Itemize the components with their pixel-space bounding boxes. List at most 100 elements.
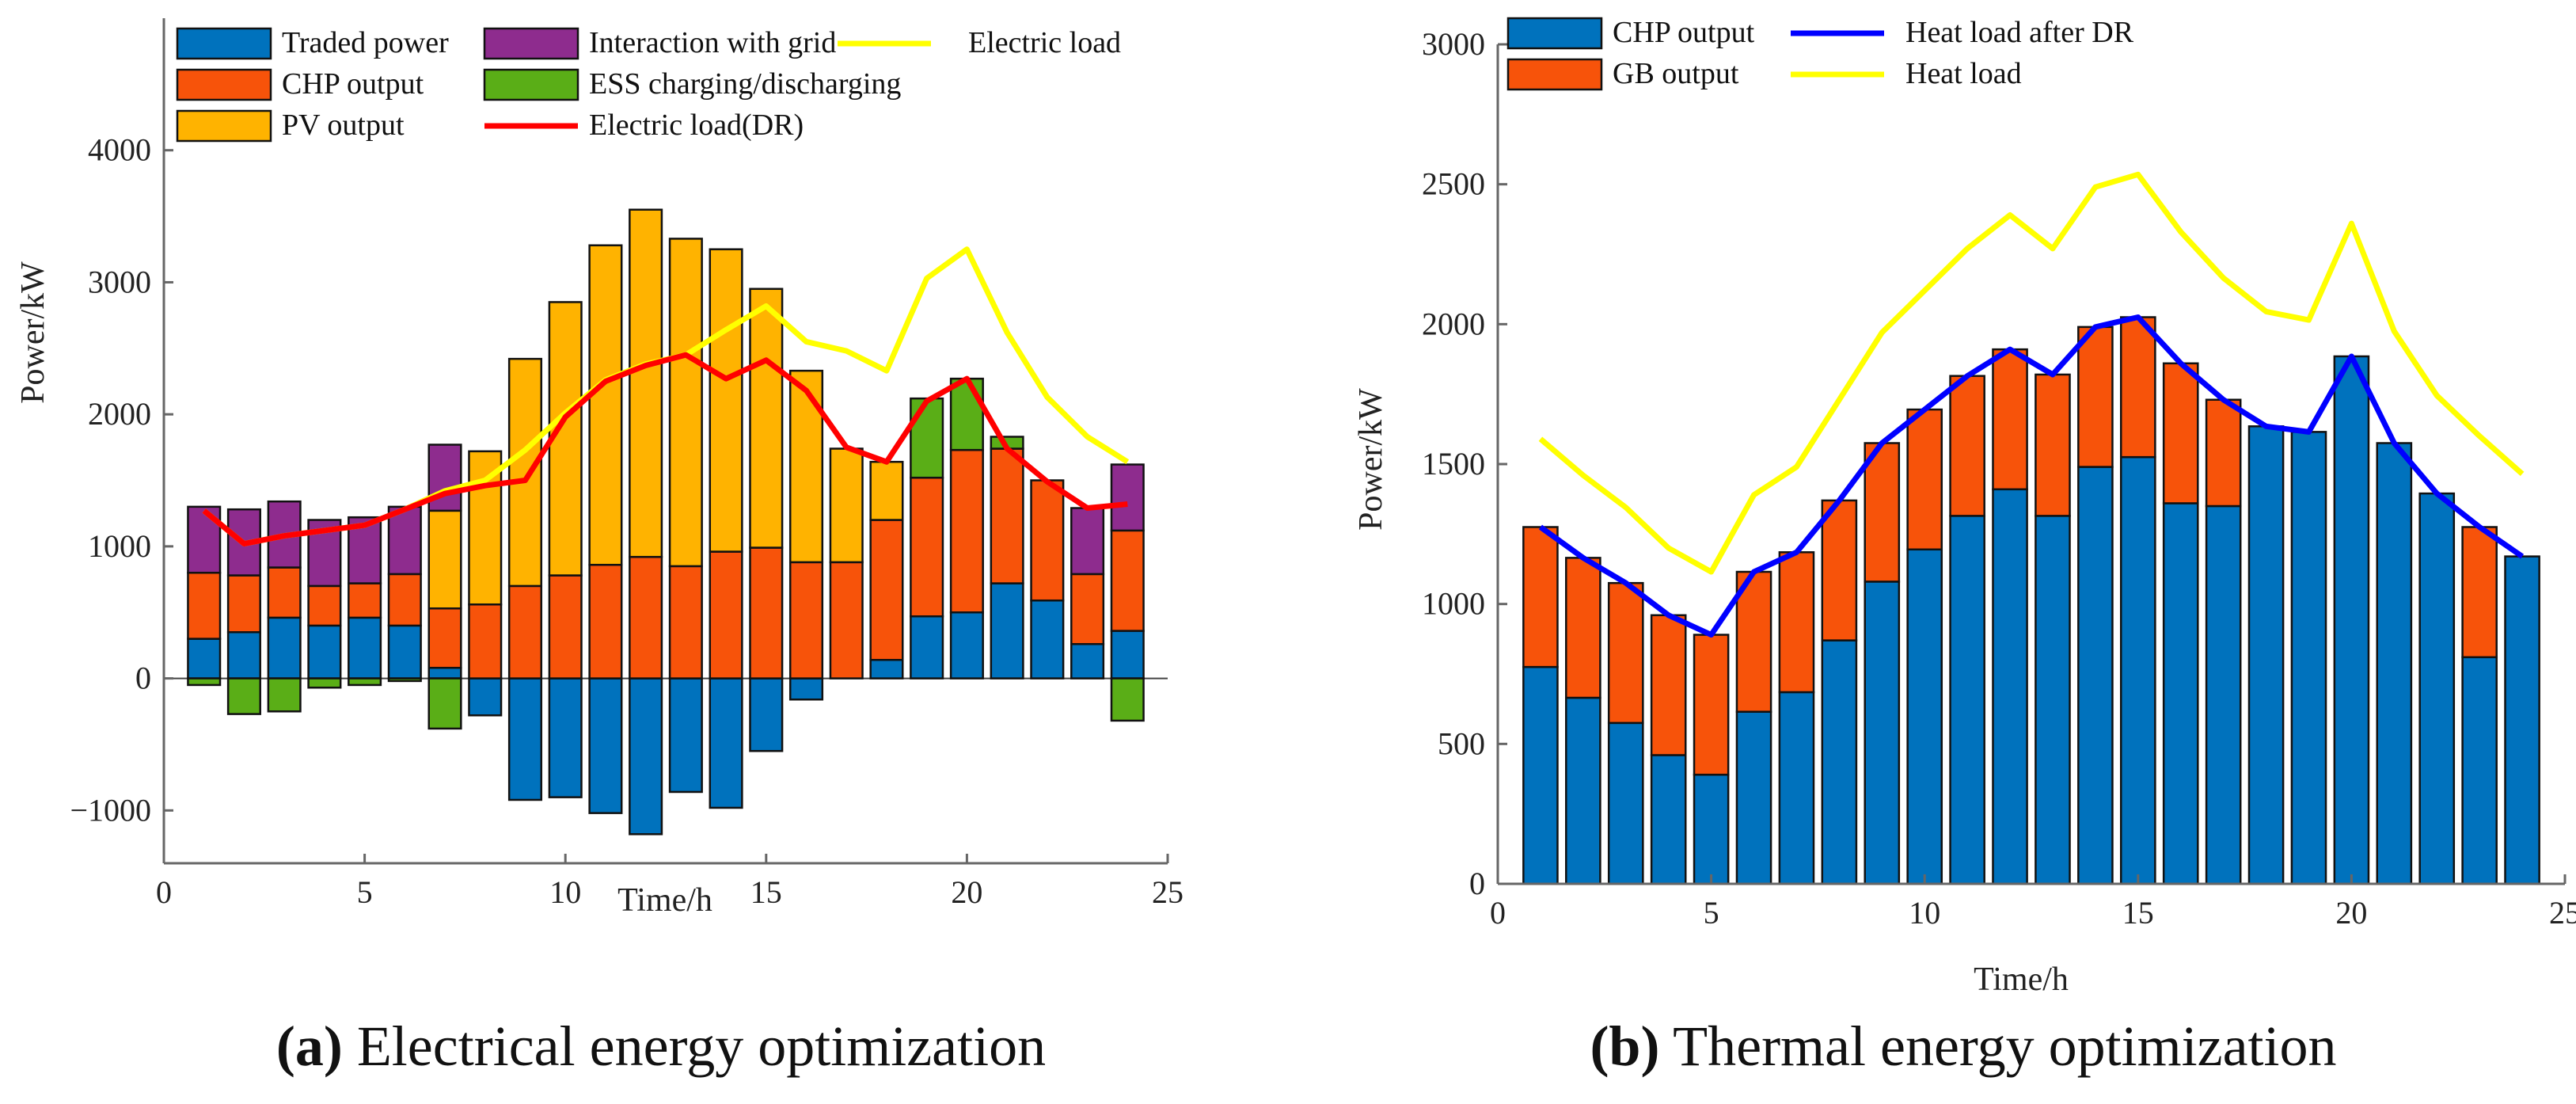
legend-swatch: [176, 68, 272, 101]
bar-traded-power-h10: [548, 677, 583, 798]
bar-traded-power-h16: [788, 677, 824, 701]
legend-item: Heat load after DR: [1791, 16, 2134, 49]
legend-item: ESS charging/discharging: [483, 67, 901, 101]
bar-ess-charging-discharging-h7: [427, 677, 462, 730]
bar-chp-output-h16: [2162, 502, 2199, 885]
y-tick-label: 3000: [1422, 26, 1485, 62]
bar-chp-output-h17: [2205, 504, 2242, 885]
y-tick-label: 0: [135, 660, 151, 696]
bar-traded-power-h23: [1070, 642, 1105, 680]
bar-gb-output-h1: [1522, 526, 1559, 668]
bar-chp-output-h1: [187, 571, 222, 640]
bar-pv-output-h12: [629, 208, 663, 558]
legend-swatch: [176, 109, 272, 143]
bar-chp-output-h23: [1070, 573, 1105, 645]
bar-chp-output-h20: [2333, 355, 2370, 885]
bar-traded-power-h1: [187, 638, 222, 680]
bar-pv-output-h13: [668, 238, 703, 568]
bar-chp-output-h8: [468, 603, 503, 680]
bar-chp-output-h18: [2247, 425, 2285, 885]
bar-gb-output-h13: [2035, 373, 2071, 517]
y-tick-label: 4000: [88, 132, 151, 168]
bar-gb-output-h15: [2119, 316, 2156, 459]
bar-pv-output-h18: [869, 460, 904, 521]
x-tick-label: 20: [951, 874, 982, 910]
line-heat-load: [1538, 171, 2525, 575]
bar-traded-power-h20: [949, 611, 984, 680]
bar-chp-output-h3: [267, 566, 302, 619]
bar-chp-output-h10: [1906, 548, 1943, 885]
bar-traded-power-h12: [629, 677, 663, 836]
bar-pv-output-h11: [588, 244, 623, 566]
bar-gb-output-h10: [1906, 408, 1943, 551]
bar-traded-power-h18: [869, 659, 904, 680]
bar-chp-output-h18: [869, 519, 904, 661]
y-tick-label: 500: [1438, 725, 1485, 761]
bar-gb-output-h8: [1821, 499, 1858, 641]
bar-chp-output-h11: [1949, 515, 1985, 885]
bar-chp-output-h3: [1607, 721, 1644, 885]
bar-gb-output-h16: [2162, 362, 2199, 504]
bar-traded-power-h15: [749, 677, 784, 752]
x-tick-label: 5: [1704, 895, 1719, 931]
bar-chp-output-h5: [348, 582, 382, 619]
caption-a-text: Electrical energy optimization: [343, 1015, 1046, 1078]
legend-label: CHP output: [282, 67, 424, 101]
bar-gb-output-h17: [2205, 398, 2242, 508]
legend-label: GB output: [1613, 57, 1739, 90]
y-tick-label: 1000: [88, 528, 151, 564]
caption-a: (a) Electrical energy optimization: [276, 1015, 1046, 1078]
bar-chp-output-h20: [949, 448, 984, 614]
bar-chp-output-h2: [226, 574, 261, 634]
line-electric-load: [202, 246, 1130, 547]
bar-chp-output-h22: [1030, 479, 1065, 602]
y-tick-label: 1000: [1422, 586, 1485, 622]
bar-chp-output-h14: [709, 550, 743, 680]
x-axis-label-b: Time/h: [1974, 961, 2069, 998]
legend-item: Electric load: [838, 26, 1121, 59]
bar-chp-output-h2: [1565, 696, 1601, 885]
bar-gb-output-h9: [1864, 442, 1901, 583]
bar-chp-output-h7: [1778, 691, 1815, 885]
caption-b: (b) Thermal energy optimization: [1590, 1015, 2336, 1078]
bar-chp-output-h9: [507, 584, 543, 680]
legend-label: PV output: [282, 108, 405, 142]
bar-traded-power-h7: [427, 667, 462, 680]
y-tick-label: 2500: [1422, 166, 1485, 202]
legend-item: PV output: [176, 108, 405, 143]
x-tick-label: 25: [2549, 895, 2576, 931]
chart-electrical: 0 5 10 15 20 25 −1000 0 1000 2000 3000 4000 Traded p…: [70, 18, 1184, 910]
x-tick-label: 20: [2335, 895, 2367, 931]
bar-ess-charging-discharging-h2: [226, 677, 261, 715]
legend-item: GB output: [1506, 57, 1739, 91]
bar-traded-power-h24: [1110, 630, 1145, 680]
bar-pv-output-h15: [749, 287, 784, 549]
y-tick-label: 2000: [1422, 306, 1485, 341]
bar-chp-output-h9: [1864, 581, 1901, 885]
bar-chp-output-h13: [668, 565, 703, 680]
bar-traded-power-h8: [468, 677, 503, 717]
legend-swatch: [483, 68, 579, 101]
bar-chp-output-h16: [788, 561, 824, 680]
bar-chp-output-h19: [910, 476, 944, 618]
bar-traded-power-h2: [226, 630, 261, 680]
bar-pv-output-h9: [507, 357, 543, 588]
x-tick-label: 0: [1490, 895, 1506, 931]
bar-chp-output-h19: [2290, 431, 2327, 885]
bar-chp-output-h7: [427, 607, 462, 669]
bar-chp-output-h24: [2504, 555, 2540, 885]
bar-pv-output-h16: [788, 369, 824, 564]
legend-item: Heat load: [1791, 57, 2022, 90]
bar-traded-power-h5: [348, 616, 382, 680]
bar-gb-output-h2: [1565, 557, 1601, 699]
x-tick-label: 0: [156, 874, 172, 910]
bar-ess-charging-discharging-h6: [387, 677, 422, 683]
bar-interaction-with-grid-h6: [387, 505, 422, 576]
y-tick-label: 0: [1469, 866, 1485, 901]
bar-chp-output-h21: [2376, 442, 2413, 885]
bar-traded-power-h3: [267, 616, 302, 680]
bar-chp-output-h21: [990, 447, 1024, 584]
bar-pv-output-h8: [468, 450, 503, 606]
bar-ess-charging-discharging-h5: [348, 677, 382, 687]
